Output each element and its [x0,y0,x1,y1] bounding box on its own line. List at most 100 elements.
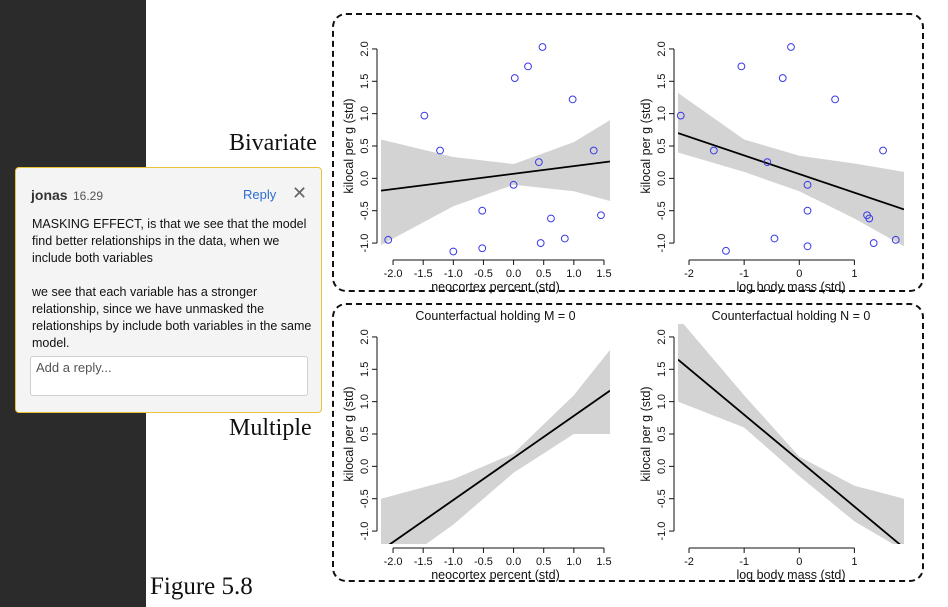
plot-area [381,349,610,544]
data-point [384,235,393,244]
bivariate-body-mass-plot: -2 -1 0 1 log body mass (std) -1.0 -0.5 0.0 0.5 1… [639,41,904,294]
data-point [560,234,569,243]
comment-author: jonas [31,187,68,203]
y-tick-label: -1.0 [656,234,668,253]
x-tick-label: -2 [684,268,694,280]
y-tick-label: 1.0 [359,394,371,409]
confidence-band [678,92,904,247]
figure-caption: Figure 5.8 [150,573,253,600]
y-tick-label: 1.5 [656,74,668,89]
y-tick-label: 0.5 [359,138,371,153]
data-point [509,180,518,189]
confidence-band [678,324,904,544]
x-tick-label: -1 [739,268,749,280]
y-tick-label: 0.5 [656,426,668,441]
data-point [803,206,812,215]
data-point [547,214,555,223]
bivariate-panel-box [332,13,924,292]
data-point [676,111,685,120]
x-tick-label: -0.5 [474,556,493,568]
y-tick-label: 2.0 [359,41,371,56]
x-tick-label: 0.5 [536,556,551,568]
reply-button[interactable]: Reply [243,187,277,202]
y-tick-label: 2.0 [359,329,371,344]
y-axis-label: kilocal per g (std) [639,98,653,193]
x-tick-label: -2.0 [384,268,403,280]
close-icon[interactable]: ✕ [292,183,308,203]
data-point [449,247,458,256]
x-tick-label: -1.0 [444,268,463,280]
x-tick-label: -2.0 [384,556,403,568]
data-point [568,95,577,104]
data-point [879,146,887,155]
comment-timestamp: 16.29 [73,189,104,203]
x-tick-label: 1.5 [596,268,611,280]
reply-input[interactable] [30,356,308,396]
x-tick-label: 1 [851,268,857,280]
x-tick-label: 0.0 [506,556,521,568]
counterfactual-n-plot: -2 -1 0 1 log body mass (std) -1.0 -0.5 0.0 0.5 1… [639,309,904,582]
bivariate-label: Bivariate [229,130,317,156]
data-point [770,234,779,243]
comment-paragraph-1: MASKING EFFECT, is that we see that the … [32,217,307,265]
y-tick-label: 0.5 [656,138,668,153]
confidence-band [381,120,610,245]
regression-line [678,358,901,544]
x-tick-label: -1 [739,556,749,568]
plot-area [678,324,904,544]
y-tick-label: 1.0 [656,394,668,409]
y-tick-label: -1.0 [359,234,371,253]
data-point [722,246,730,255]
y-tick-label: -1.0 [359,522,371,541]
data-point [865,214,874,223]
data-point [763,158,772,167]
comment-paragraph-2: we see that each variable has a stronger… [32,285,312,350]
y-axis-label: kilocal per g (std) [342,98,356,193]
x-tick-label: -2 [684,556,694,568]
data-point [778,74,787,82]
multiple-label: Multiple [229,415,312,441]
data-point [478,244,487,253]
data-point [534,158,543,167]
x-axis-label: neocortex percent (std) [431,280,560,294]
comment-card: jonas 16.29 Reply ✕ MASKING EFFECT, is t… [15,167,322,413]
y-tick-label: 0.0 [656,171,668,186]
data-point [737,62,746,71]
bivariate-neocortex-plot: -2.0 -1.5 -1.0 -0.5 0.0 0.5 1.0 1.5 neocortex pe… [342,41,612,294]
x-tick-label: -1.5 [414,556,433,568]
plot-title: Counterfactual holding M = 0 [415,309,575,323]
plot-area [678,92,904,247]
data-point [891,235,900,244]
y-tick-label: -0.5 [656,201,668,220]
data-point [478,206,487,215]
x-tick-label: 1 [851,556,857,568]
data-point [510,74,519,82]
data-point [597,211,605,220]
y-tick-label: 1.0 [359,106,371,121]
x-tick-label: 0.0 [506,268,521,280]
y-axis-label: kilocal per g (std) [342,386,356,481]
confidence-band [381,349,610,544]
y-tick-label: 1.5 [359,74,371,89]
x-tick-label: -1.0 [444,556,463,568]
data-point [803,180,812,189]
y-tick-label: -1.0 [656,522,668,541]
regression-line [678,132,904,211]
data-point [831,95,839,104]
x-tick-label: -0.5 [474,268,493,280]
data-point [803,242,812,251]
data-point [436,146,444,155]
data-point [420,111,429,120]
x-tick-label: 0 [796,556,802,568]
y-tick-label: 0.0 [656,459,668,474]
y-tick-label: 0.0 [359,459,371,474]
x-tick-label: 1.5 [596,556,611,568]
x-axis-label: log body mass (std) [736,280,845,294]
y-tick-label: -0.5 [359,489,371,508]
x-tick-label: 1.0 [566,268,581,280]
x-axis-label: neocortex percent (std) [431,568,560,582]
regression-line [381,160,610,192]
regression-line [388,389,610,544]
y-axis-label: kilocal per g (std) [639,386,653,481]
data-point [787,43,795,51]
